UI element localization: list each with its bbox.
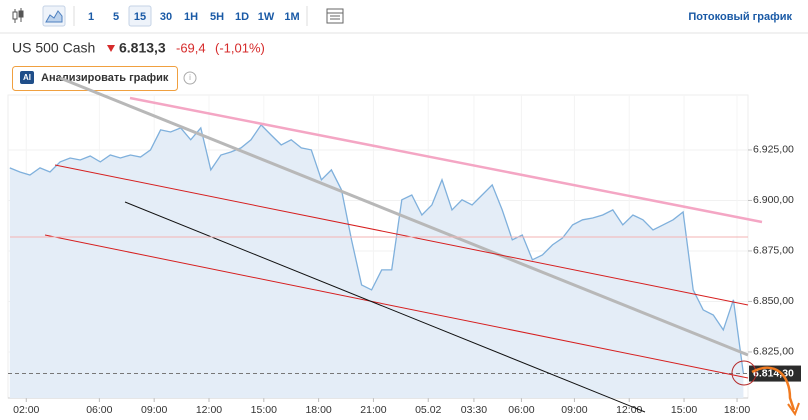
interval-button[interactable]: 15 bbox=[134, 11, 146, 23]
x-tick-label: 15:00 bbox=[671, 404, 697, 416]
trend-line bbox=[54, 164, 749, 306]
x-tick-label: 05.02 bbox=[415, 404, 441, 416]
interval-button[interactable]: 1H bbox=[184, 11, 198, 23]
table-icon[interactable] bbox=[326, 8, 344, 24]
x-tick-label: 18:00 bbox=[724, 404, 750, 416]
trend-line bbox=[44, 234, 749, 379]
interval-button[interactable]: 30 bbox=[160, 11, 172, 23]
trend-line bbox=[129, 96, 763, 224]
candle-icon[interactable] bbox=[12, 8, 24, 23]
change-pct: (-1,01%) bbox=[215, 40, 265, 55]
x-tick-label: 09:00 bbox=[561, 404, 587, 416]
drawings bbox=[10, 76, 800, 417]
x-tick-label: 15:00 bbox=[251, 404, 277, 416]
stream-link[interactable]: Потоковый график bbox=[688, 11, 792, 23]
x-tick-label: 18:00 bbox=[305, 404, 331, 416]
x-tick-label: 21:00 bbox=[360, 404, 386, 416]
down-arrow bbox=[107, 45, 115, 52]
interval-button[interactable]: 1W bbox=[258, 11, 275, 23]
y-tick-label: 6.850,00 bbox=[753, 295, 794, 307]
ai-badge bbox=[20, 71, 34, 84]
interval-button[interactable]: 1M bbox=[284, 11, 299, 23]
plot: Investing.com6.825,006.850,006.875,006.9… bbox=[7, 94, 801, 416]
last-price-box bbox=[749, 365, 801, 382]
area-fill bbox=[9, 124, 744, 399]
area-icon bbox=[45, 10, 63, 23]
change: -69,4 bbox=[176, 40, 206, 55]
y-tick-label: 6.925,00 bbox=[753, 144, 794, 156]
x-tick-label: 02:00 bbox=[13, 404, 39, 416]
price: 6.813,3 bbox=[119, 40, 166, 56]
instrument: US 500 Cash bbox=[12, 40, 95, 56]
interval-active[interactable] bbox=[128, 5, 152, 27]
info-icon[interactable] bbox=[183, 71, 197, 85]
interval-button[interactable]: 1D bbox=[235, 11, 249, 23]
info-icon-glyph: i bbox=[189, 73, 191, 82]
x-tick-label: 12:00 bbox=[616, 404, 642, 416]
interval-button[interactable]: 1 bbox=[88, 11, 94, 23]
x-tick-label: 09:00 bbox=[141, 404, 167, 416]
x-tick-label: 03:30 bbox=[461, 404, 487, 416]
arrow-head bbox=[787, 402, 800, 417]
x-tick-label: 06:00 bbox=[86, 404, 112, 416]
y-tick-label: 6.875,00 bbox=[753, 245, 794, 257]
toolbar: Потоковый график 1 5 15 30 1H 5H 1D 1W 1M bbox=[12, 5, 792, 27]
x-tick-label: 12:00 bbox=[196, 404, 222, 416]
y-tick-label: 6.900,00 bbox=[753, 194, 794, 206]
y-tick-label: 6.825,00 bbox=[753, 346, 794, 358]
ai-badge-text: AI bbox=[23, 73, 31, 82]
x-tick-label: 06:00 bbox=[508, 404, 534, 416]
ai-label: Анализировать график bbox=[41, 72, 169, 84]
interval-button[interactable]: 5H bbox=[210, 11, 224, 23]
circle-mark bbox=[731, 360, 757, 386]
interval-button[interactable]: 5 bbox=[113, 11, 119, 23]
arrow-curve bbox=[751, 366, 796, 411]
trend-line bbox=[59, 76, 749, 357]
price-line bbox=[9, 123, 745, 374]
